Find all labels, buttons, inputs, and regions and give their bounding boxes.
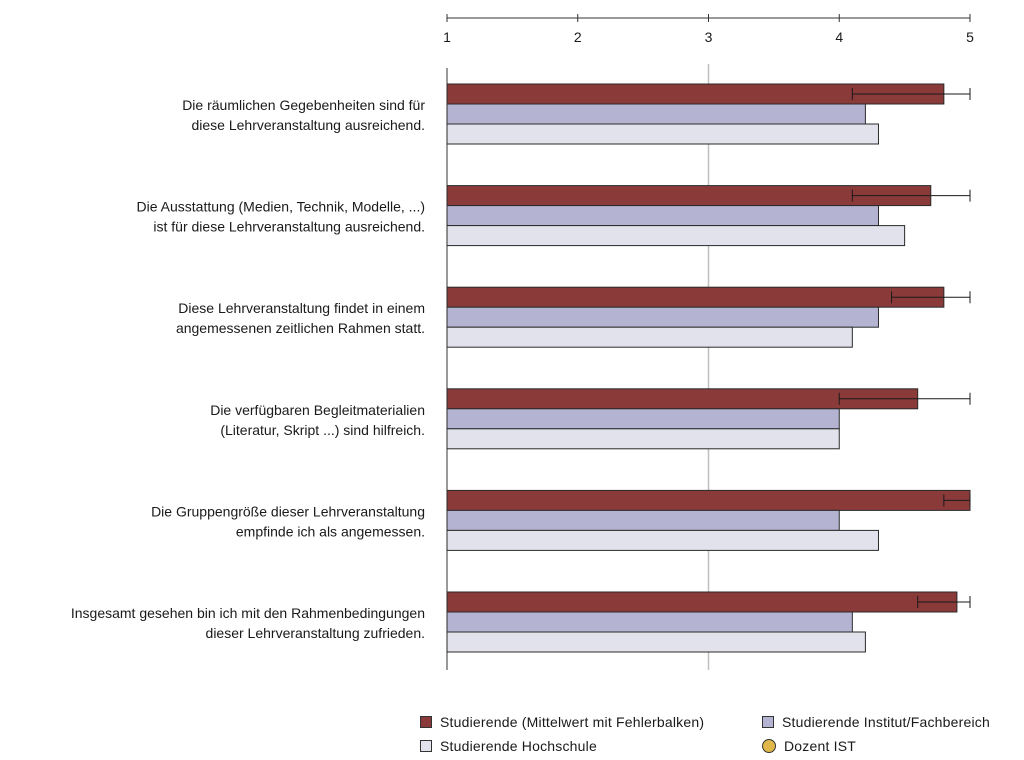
legend-label-series-3: Studierende Hochschule: [440, 738, 597, 754]
bar-2: [446, 408, 840, 430]
legend-swatch-series-2: [762, 716, 774, 728]
legend-item-series-1: Studierende (Mittelwert mit Fehlerbalken…: [420, 714, 704, 730]
bar-3: [446, 225, 906, 247]
legend-label-series-1: Studierende (Mittelwert mit Fehlerbalken…: [440, 714, 705, 730]
x-tick-label: 4: [835, 29, 843, 45]
bar-2: [446, 103, 866, 125]
category-label: Die Ausstattung (Medien, Technik, Modell…: [137, 199, 425, 215]
category-label: Insgesamt gesehen bin ich mit den Rahmen…: [71, 605, 425, 621]
bar-2: [446, 611, 853, 633]
legend-label-series-2: Studierende Institut/Fachbereich: [782, 714, 990, 730]
bar-3: [446, 326, 853, 348]
bar-2: [446, 306, 879, 328]
legend-label-dozent: Dozent IST: [784, 738, 857, 754]
legend: Studierende (Mittelwert mit Fehlerbalken…: [420, 712, 1024, 760]
category-label: diese Lehrveranstaltung ausreichend.: [192, 117, 426, 133]
category-label: dieser Lehrveranstaltung zufrieden.: [206, 625, 425, 641]
bar-3: [446, 529, 879, 551]
bar-2: [446, 509, 840, 531]
legend-item-series-2: Studierende Institut/Fachbereich: [762, 714, 990, 730]
category-label: Die räumlichen Gegebenheiten sind für: [182, 97, 425, 113]
category-label: Diese Lehrveranstaltung findet in einem: [178, 300, 425, 316]
bar-3: [446, 428, 840, 450]
legend-item-series-3: Studierende Hochschule: [420, 738, 597, 754]
category-label: (Literatur, Skript ...) sind hilfreich.: [220, 422, 425, 438]
category-label: ist für diese Lehrveranstaltung ausreich…: [153, 219, 425, 235]
bar-2: [446, 205, 879, 227]
category-label: Die Gruppengröße dieser Lehrveranstaltun…: [151, 503, 425, 519]
bar-1: [446, 591, 958, 613]
x-tick-label: 5: [966, 29, 974, 45]
bar-chart: 1 2 3 4 5 Die räumlichen Gegebenheiten sind f…: [71, 14, 974, 670]
bar-3: [446, 631, 866, 653]
category-label: empfinde ich als angemessen.: [236, 523, 425, 539]
category-label: Die verfügbaren Begleitmaterialien: [210, 402, 425, 418]
x-tick-label: 1: [443, 29, 451, 45]
legend-swatch-series-1: [420, 716, 432, 728]
bar-1: [446, 489, 971, 511]
x-tick-label: 3: [705, 29, 713, 45]
bar-1: [446, 286, 945, 308]
legend-item-dozent: Dozent IST: [762, 738, 856, 754]
x-tick-label: 2: [574, 29, 582, 45]
bar-3: [446, 123, 879, 145]
category-label: angemessenen zeitlichen Rahmen statt.: [176, 320, 425, 336]
legend-swatch-series-3: [420, 740, 432, 752]
legend-swatch-dozent: [762, 739, 776, 753]
